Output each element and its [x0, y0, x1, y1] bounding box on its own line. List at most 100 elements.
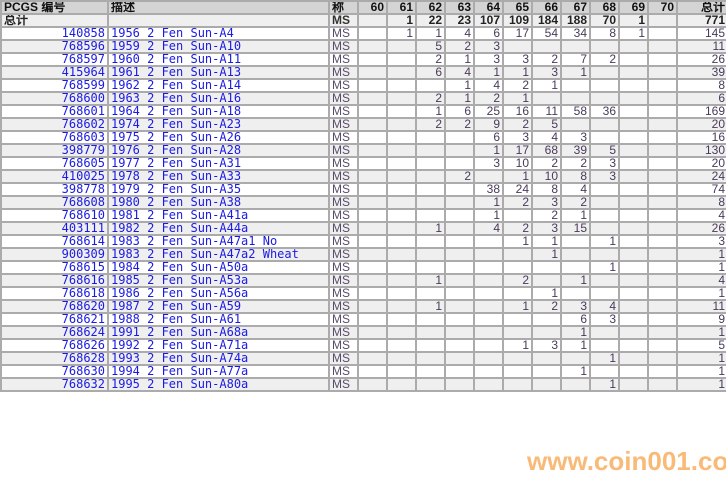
pcgs-number-link[interactable]: 768615	[0, 260, 109, 275]
grade-count[interactable]: 5	[531, 117, 562, 132]
grade-count[interactable]: 16	[502, 104, 533, 119]
grade-count[interactable]: 6	[473, 130, 504, 145]
grade-count[interactable]: 2	[531, 208, 562, 223]
grade-count[interactable]: 1	[502, 299, 533, 314]
grade-count[interactable]: 1	[386, 26, 417, 41]
grade-count[interactable]: 1	[531, 247, 562, 262]
grade-count[interactable]: 8	[531, 182, 562, 197]
grade-count[interactable]: 1	[560, 65, 591, 80]
grade-count[interactable]: 2	[444, 39, 475, 54]
coin-description-link[interactable]: 1964 2 Fen Sun-A18	[107, 104, 330, 119]
grade-count[interactable]: 2	[415, 117, 446, 132]
coin-description-link[interactable]: 1994 2 Fen Sun-A77a	[107, 364, 330, 379]
pcgs-number-link[interactable]: 140858	[0, 26, 109, 41]
header-grade-60[interactable]: 60	[357, 0, 388, 15]
grade-count[interactable]: 8	[560, 169, 591, 184]
grade-count[interactable]: 1	[415, 221, 446, 236]
grade-count[interactable]: 1	[589, 377, 620, 392]
grade-count[interactable]: 4	[473, 78, 504, 93]
coin-description-link[interactable]: 1977 2 Fen Sun-A31	[107, 156, 330, 171]
pcgs-number-link[interactable]: 398778	[0, 182, 109, 197]
grade-count[interactable]: 10	[531, 169, 562, 184]
grade-count[interactable]: 36	[589, 104, 620, 119]
grade-count[interactable]: 3	[473, 52, 504, 67]
grade-count[interactable]: 3	[502, 52, 533, 67]
grade-count[interactable]: 58	[560, 104, 591, 119]
grade-count[interactable]: 1	[473, 143, 504, 158]
grade-count[interactable]: 4	[473, 221, 504, 236]
grade-count[interactable]: 34	[560, 26, 591, 41]
header-grade-69[interactable]: 69	[618, 0, 649, 15]
header-grade-67[interactable]: 67	[560, 0, 591, 15]
pcgs-number-link[interactable]: 768616	[0, 273, 109, 288]
grade-count[interactable]: 2	[589, 52, 620, 67]
grade-count[interactable]: 2	[560, 156, 591, 171]
grade-count[interactable]: 6	[560, 312, 591, 327]
grade-count[interactable]: 1	[589, 234, 620, 249]
coin-description-link[interactable]: 1991 2 Fen Sun-A68a	[107, 325, 330, 340]
grade-count[interactable]: 2	[415, 91, 446, 106]
pcgs-number-link[interactable]: 768599	[0, 78, 109, 93]
grade-count[interactable]: 3	[502, 130, 533, 145]
grade-count[interactable]: 4	[560, 182, 591, 197]
grade-count[interactable]: 2	[502, 195, 533, 210]
grade-count[interactable]: 1	[531, 78, 562, 93]
coin-description-link[interactable]: 1956 2 Fen Sun-A4	[107, 26, 330, 41]
pcgs-number-link[interactable]: 398779	[0, 143, 109, 158]
grade-count[interactable]: 4	[531, 130, 562, 145]
grade-count[interactable]: 9	[473, 117, 504, 132]
grade-count[interactable]: 2	[444, 117, 475, 132]
grade-count[interactable]: 1	[589, 260, 620, 275]
grade-count[interactable]: 1	[502, 91, 533, 106]
grade-count[interactable]: 3	[589, 169, 620, 184]
header-grade-62[interactable]: 62	[415, 0, 446, 15]
grade-count[interactable]: 2	[560, 195, 591, 210]
grade-count[interactable]: 1	[444, 91, 475, 106]
pcgs-number-link[interactable]: 768605	[0, 156, 109, 171]
grade-count[interactable]: 1	[444, 52, 475, 67]
coin-description-link[interactable]: 1960 2 Fen Sun-A11	[107, 52, 330, 67]
header-grade-65[interactable]: 65	[502, 0, 533, 15]
grade-count[interactable]: 1	[502, 234, 533, 249]
grade-count[interactable]: 10	[502, 156, 533, 171]
coin-description-link[interactable]: 1962 2 Fen Sun-A14	[107, 78, 330, 93]
grade-count[interactable]: 1	[560, 325, 591, 340]
coin-description-link[interactable]: 1975 2 Fen Sun-A26	[107, 130, 330, 145]
coin-description-link[interactable]: 1988 2 Fen Sun-A61	[107, 312, 330, 327]
grade-count[interactable]: 2	[415, 52, 446, 67]
grade-count[interactable]: 3	[531, 195, 562, 210]
grade-count[interactable]: 3	[589, 156, 620, 171]
coin-description-link[interactable]: 1993 2 Fen Sun-A74a	[107, 351, 330, 366]
coin-description-link[interactable]: 1982 2 Fen Sun-A44a	[107, 221, 330, 236]
grade-count[interactable]: 2	[502, 273, 533, 288]
pcgs-number-link[interactable]: 768608	[0, 195, 109, 210]
coin-description-link[interactable]: 1979 2 Fen Sun-A35	[107, 182, 330, 197]
grade-count[interactable]: 2	[531, 299, 562, 314]
coin-description-link[interactable]: 1980 2 Fen Sun-A38	[107, 195, 330, 210]
grade-count[interactable]: 2	[473, 91, 504, 106]
header-grade-61[interactable]: 61	[386, 0, 417, 15]
grade-count[interactable]: 25	[473, 104, 504, 119]
coin-description-link[interactable]: 1983 2 Fen Sun-A47a2 Wheat	[107, 247, 330, 262]
grade-count[interactable]: 1	[444, 78, 475, 93]
grade-count[interactable]: 24	[502, 182, 533, 197]
coin-description-link[interactable]: 1974 2 Fen Sun-A23	[107, 117, 330, 132]
pcgs-number-link[interactable]: 768624	[0, 325, 109, 340]
grade-count[interactable]: 1	[531, 286, 562, 301]
grade-count[interactable]: 3	[531, 221, 562, 236]
grade-count[interactable]: 1	[473, 65, 504, 80]
pcgs-number-link[interactable]: 768630	[0, 364, 109, 379]
header-grade-70[interactable]: 70	[647, 0, 678, 15]
pcgs-number-link[interactable]: 768632	[0, 377, 109, 392]
header-designation[interactable]: 称	[328, 0, 359, 15]
grade-count[interactable]: 2	[502, 117, 533, 132]
grade-count[interactable]: 8	[589, 26, 620, 41]
grade-count[interactable]: 11	[531, 104, 562, 119]
grade-count[interactable]: 39	[560, 143, 591, 158]
grade-count[interactable]: 4	[444, 65, 475, 80]
pcgs-number-link[interactable]: 900309	[0, 247, 109, 262]
coin-description-link[interactable]: 1963 2 Fen Sun-A16	[107, 91, 330, 106]
pcgs-number-link[interactable]: 768610	[0, 208, 109, 223]
grade-count[interactable]: 1	[415, 299, 446, 314]
grade-count[interactable]: 1	[560, 364, 591, 379]
